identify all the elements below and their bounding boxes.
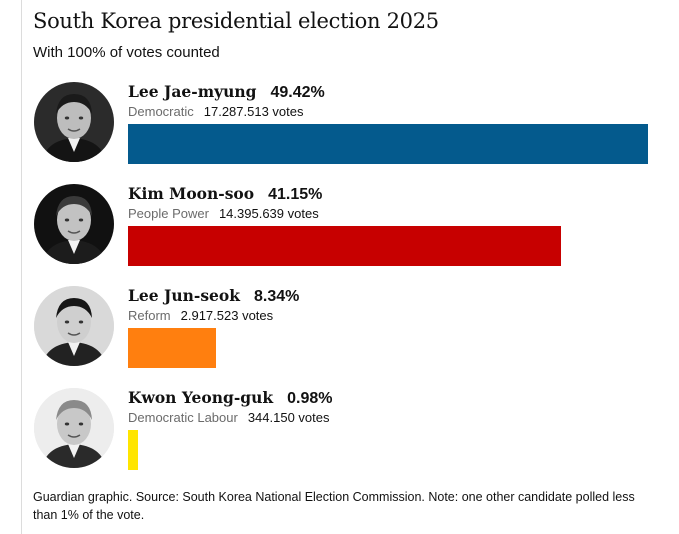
candidate-meta: People Power 14.395.639 votes [128, 206, 319, 221]
candidate-name: Kim Moon-soo [128, 184, 255, 203]
candidate-row: Lee Jae-myung 49.42% Democratic 17.287.513… [0, 82, 679, 177]
vote-share-bar [128, 226, 561, 266]
vote-share-bar [128, 328, 216, 368]
source-footnote: Guardian graphic. Source: South Korea Na… [33, 490, 635, 522]
candidate-portrait-icon [34, 184, 114, 264]
candidate-votes: 344.150 votes [247, 410, 330, 425]
candidate-percent: 8.34% [254, 288, 300, 305]
candidate-meta: Reform 2.917.523 votes [128, 308, 273, 323]
candidate-meta: Democratic Labour 344.150 votes [128, 410, 330, 425]
candidate-party: Reform [128, 308, 171, 323]
candidate-party: Democratic [128, 104, 194, 119]
candidate-row: Kim Moon-soo 41.15% People Power 14.395.63… [0, 184, 679, 279]
candidate-party: Democratic Labour [128, 410, 238, 425]
candidate-party: People Power [128, 206, 209, 221]
vote-share-bar [128, 430, 139, 470]
candidate-percent: 41.15% [268, 186, 323, 203]
candidate-votes: 2.917.523 votes [180, 308, 274, 323]
candidate-votes: 14.395.639 votes [218, 206, 319, 221]
candidate-row: Kwon Yeong-guk 0.98% Democratic Labour 344… [0, 388, 679, 483]
candidate-heading: Lee Jun-seok 8.34% [128, 286, 299, 306]
candidate-heading: Kim Moon-soo 41.15% [128, 184, 322, 204]
candidate-portrait-icon [34, 388, 114, 468]
candidate-name: Lee Jae-myung [128, 82, 257, 101]
candidate-votes: 17.287.513 votes [203, 104, 304, 119]
vote-share-bar [128, 124, 648, 164]
candidate-meta: Democratic 17.287.513 votes [128, 104, 304, 119]
candidate-heading: Lee Jae-myung 49.42% [128, 82, 325, 102]
left-border-line [21, 0, 22, 534]
candidate-name: Kwon Yeong-guk [128, 388, 274, 407]
candidate-portrait-icon [34, 286, 114, 366]
candidate-name: Lee Jun-seok [128, 286, 240, 305]
candidate-row: Lee Jun-seok 8.34% Reform 2.917.523 votes [0, 286, 679, 381]
candidate-heading: Kwon Yeong-guk 0.98% [128, 388, 333, 408]
candidate-portrait-icon [34, 82, 114, 162]
candidate-percent: 49.42% [270, 84, 325, 101]
chart-title: South Korea presidential election 2025 [33, 9, 439, 33]
chart-subtitle: With 100% of votes counted [33, 44, 220, 61]
candidate-percent: 0.98% [287, 390, 333, 407]
